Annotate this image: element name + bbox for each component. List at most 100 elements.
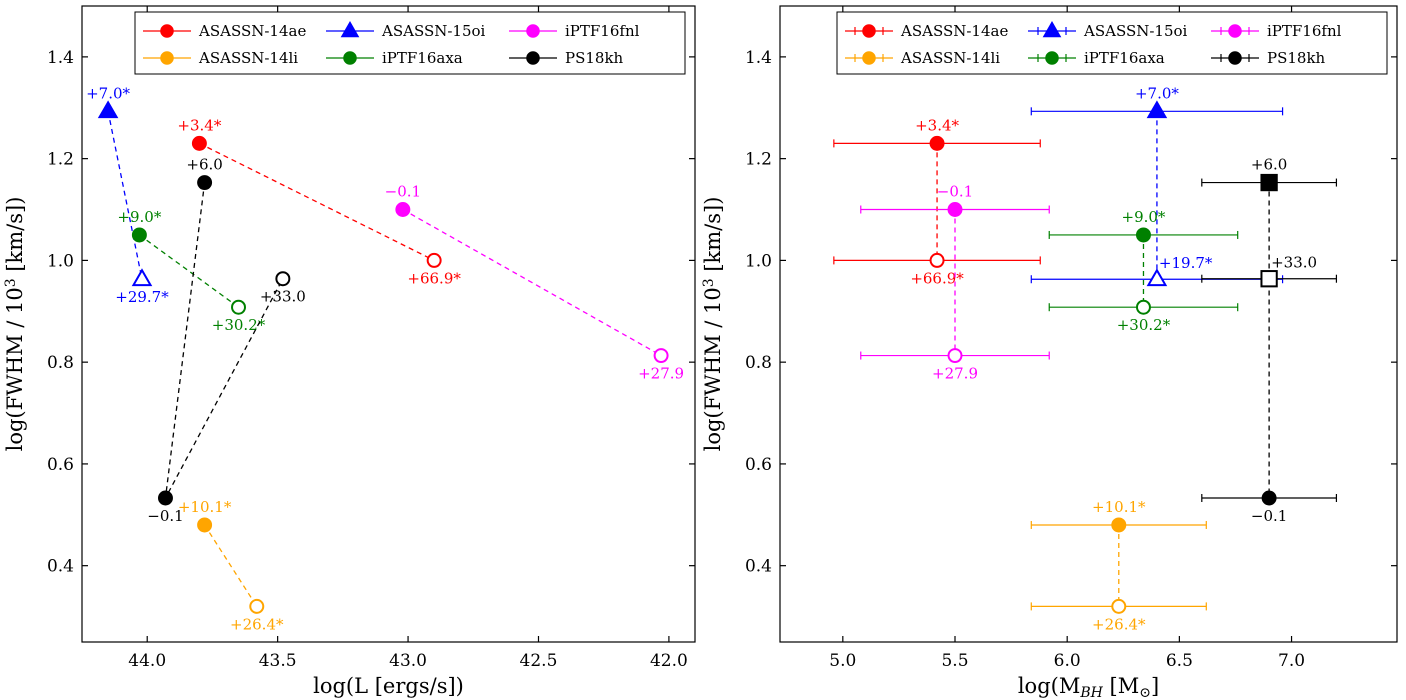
legend-label: PS18kh	[565, 49, 624, 67]
legend-label: ASASSN-14ae	[900, 22, 1008, 40]
y-tick-label: 0.4	[47, 557, 74, 577]
data-point	[947, 202, 963, 218]
panel-1: 44.0 43.5 43.0 42.5 42.0 0.4 0.6 0.8 1.0 1.2 1.4 lo…	[3, 5, 696, 698]
series-ASASSN-14li: +10.1* +26.4*	[178, 498, 284, 633]
legend-label: ASASSN-14ae	[198, 22, 306, 40]
series-ASASSN-14ae: +3.4* +66.9*	[833, 116, 1041, 287]
data-point	[653, 348, 669, 364]
series-line	[139, 234, 239, 308]
point-annotation: +33.0	[260, 288, 306, 306]
legend-marker	[1045, 51, 1059, 65]
x-tick-label: 6.5	[1166, 651, 1193, 671]
point-annotation: +3.4*	[177, 116, 221, 134]
series-line	[402, 208, 662, 357]
point-annotation: +6.0	[1251, 156, 1287, 174]
y-tick-label: 1.0	[745, 251, 772, 271]
data-point	[275, 271, 291, 287]
legend: ASASSN-14ae ASASSN-15oi iPTF16fnl ASASSN-14…	[134, 11, 686, 75]
data-point	[1260, 173, 1278, 192]
point-annotation: +3.4*	[915, 116, 959, 134]
series-PS18kh: +6.0 −0.1 +33.0	[147, 156, 306, 525]
data-point	[1146, 268, 1168, 287]
data-point	[231, 299, 246, 315]
series-ASASSN-15oi: +7.0* +29.7*	[86, 84, 169, 306]
x-tick-label: 44.0	[128, 651, 166, 671]
data-point	[197, 517, 213, 533]
series-PS18kh: +6.0 +33.0 −0.1	[1201, 156, 1338, 525]
point-annotation: +19.7*	[1159, 254, 1213, 272]
data-point	[929, 135, 945, 151]
y-tick-label: 0.8	[47, 353, 74, 373]
y-axis-label-part: 3	[701, 278, 717, 287]
series-ASASSN-15oi: +7.0* +19.7*	[1030, 84, 1284, 287]
point-annotation: +9.0*	[117, 208, 161, 226]
y-axis-label: log(FWHM / 103 [km/s])	[701, 197, 725, 452]
data-point	[1146, 100, 1168, 119]
data-point	[929, 252, 945, 268]
data-point	[157, 490, 173, 506]
y-tick-label: 0.8	[745, 353, 772, 373]
series-iPTF16fnl: −0.1 +27.9	[860, 183, 1050, 383]
y-axis-label: log(FWHM / 103 [km/s])	[3, 197, 27, 452]
point-annotation: +66.9*	[910, 269, 964, 287]
point-annotation: +27.9	[638, 365, 684, 383]
legend-label: iPTF16axa	[1084, 49, 1165, 67]
data-point	[1261, 490, 1277, 506]
data-point	[191, 135, 207, 151]
x-axis-label-part: ]	[1151, 674, 1159, 698]
y-tick-label: 0.4	[745, 557, 772, 577]
panel-2: 5.0 5.5 6.0 6.5 7.0 0.4 0.6 0.8 1.0 1.2 1.4 log(MBH…	[701, 5, 1398, 700]
data-point	[249, 598, 265, 614]
legend-label: ASASSN-15oi	[381, 22, 486, 40]
data-point	[1111, 598, 1127, 614]
legend-marker	[340, 20, 360, 38]
series-iPTF16axa: +9.0* +30.2*	[1048, 208, 1239, 334]
data-point	[1111, 517, 1127, 533]
data-point	[947, 348, 963, 364]
data-point	[1135, 227, 1151, 243]
point-annotation: +7.0*	[1135, 84, 1179, 102]
legend-marker	[526, 51, 540, 65]
data-point	[395, 202, 411, 218]
plot-frame	[81, 5, 696, 643]
series-iPTF16fnl: −0.1 +27.9	[385, 183, 684, 383]
y-tick-label: 1.2	[47, 150, 74, 170]
x-axis-label: log(MBH [M⊙]	[1018, 674, 1159, 700]
legend: ASASSN-14ae ASASSN-15oi iPTF16fnl ASASSN-14…	[836, 11, 1388, 75]
legend-marker	[1228, 51, 1242, 65]
point-annotation: +9.0*	[1122, 208, 1166, 226]
series-ASASSN-14li: +10.1* +26.4*	[1030, 498, 1207, 633]
point-annotation: −0.1	[1251, 507, 1287, 525]
x-tick-label: 6.0	[1054, 651, 1081, 671]
y-tick-label: 1.0	[47, 251, 74, 271]
y-tick-label: 0.6	[47, 455, 74, 475]
legend-label: ASASSN-14li	[900, 49, 1000, 67]
x-tick-label: 5.0	[829, 651, 856, 671]
point-annotation: −0.1	[147, 507, 183, 525]
legend-label: PS18kh	[1267, 49, 1326, 67]
y-tick-label: 1.4	[745, 48, 772, 68]
y-axis-label-part: 3	[3, 278, 19, 287]
series-line	[107, 111, 143, 280]
point-annotation: +29.7*	[115, 288, 169, 306]
series-ASASSN-14ae: +3.4* +66.9*	[177, 116, 461, 287]
point-annotation: +33.0	[1271, 254, 1317, 272]
y-axis-label-part: log(FWHM / 10	[3, 287, 27, 451]
legend-label: ASASSN-14li	[198, 49, 298, 67]
data-point	[97, 100, 119, 119]
y-axis-label-part: [km/s])	[701, 197, 725, 279]
x-axis-label-part: log(M	[1018, 674, 1081, 698]
y-axis-label-part: [km/s])	[3, 197, 27, 279]
data-point	[1260, 270, 1278, 288]
x-tick-label: 42.0	[650, 651, 688, 671]
plot-frame	[779, 5, 1398, 643]
series-iPTF16axa: +9.0* +30.2*	[117, 208, 265, 334]
legend-marker	[343, 51, 357, 65]
x-tick-label: 5.5	[941, 651, 968, 671]
point-annotation: −0.1	[385, 183, 421, 201]
legend-label: iPTF16axa	[382, 49, 463, 67]
point-annotation: +30.2*	[212, 316, 266, 334]
x-axis-label: log(L [ergs/s])	[313, 674, 464, 698]
y-tick-label: 0.6	[745, 455, 772, 475]
x-tick-label: 42.5	[520, 651, 558, 671]
